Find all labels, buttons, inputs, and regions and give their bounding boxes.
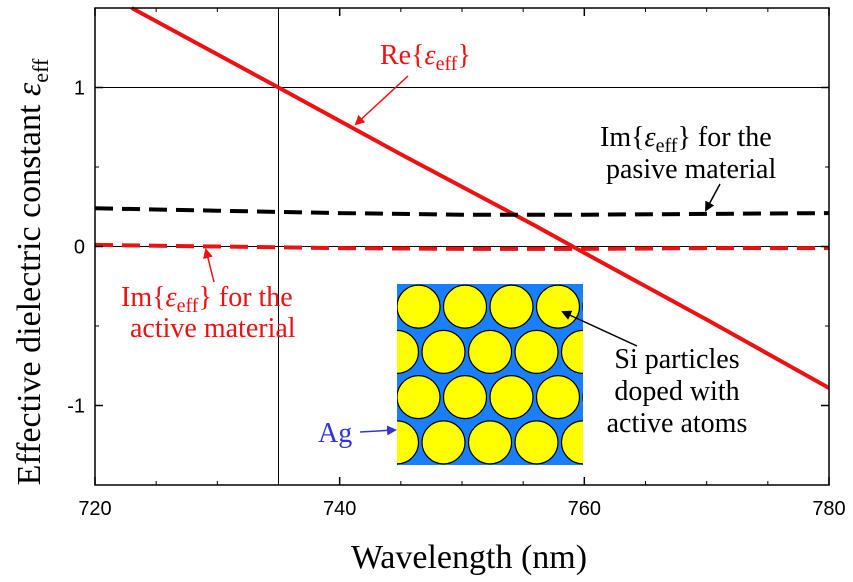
axis-ticks: 720 740 760 780 -1 0 1 [67,7,846,520]
si-particle [467,329,513,374]
arrow-ag [359,425,397,436]
si-particle [351,285,394,328]
si-particle [397,329,420,374]
si-particle [560,420,583,465]
series-re-eff [130,6,830,390]
annotation-si-line1: Si particles [614,344,739,375]
si-particle [514,329,559,374]
arrow-si [561,310,638,347]
annotation-si-line2: doped with [614,376,739,407]
annotation-im-active-post: } for the [198,282,292,313]
annotation-im-passive-pre: Im{ [600,122,645,153]
y-axis-title-sub: eff [28,58,53,83]
si-particle [489,375,534,420]
y-tick-label--1: -1 [67,396,85,418]
si-particle [397,284,441,329]
si-particle [582,301,583,312]
series-im-passive [94,206,830,217]
annotation-im-passive-post: } for the [677,122,771,153]
arrow-im-passive [705,183,721,212]
x-axis-title: Wavelength (nm) [351,539,587,576]
x-tick-label-740: 740 [323,498,356,520]
inset-structure [351,284,583,465]
si-particle [397,420,420,465]
si-particle [489,284,534,329]
annotation-im-passive-symbol: ε [645,122,656,153]
y-tick-label-1: 1 [74,78,85,100]
y-axis-title-text: Effective dielectric constant [11,96,48,485]
annotation-re: Re{εeff} [380,40,471,75]
series-im-active [94,242,829,251]
annotation-si-line3: active atoms [607,408,748,439]
x-tick-label-760: 760 [568,498,601,520]
annotation-re-sub: eff [436,53,458,75]
si-particle [467,420,513,465]
annotation-ag: Ag [318,418,352,449]
si-particle [351,376,394,419]
y-tick-label-0: 0 [74,237,85,259]
annotation-im-passive-line2: pasive material [606,154,776,185]
annotation-im-active-sub: eff [177,295,199,317]
si-particle [535,375,581,420]
x-tick-label-780: 780 [812,498,845,520]
si-particle [560,329,583,374]
si-particle [535,284,581,329]
si-particle [421,420,466,465]
y-axis-title-symbol: ε [11,82,48,96]
annotation-im-passive-sub: eff [656,135,678,157]
si-particle [442,375,488,420]
annotation-re-symbol: ε [425,40,436,71]
inset-particles [351,284,583,465]
arrow-re [354,75,409,126]
series-lines [94,6,830,390]
si-particle [514,420,559,465]
si-particle [421,329,466,374]
annotation-im-active-pre: Im{ [121,282,166,313]
annotation-im-passive: Im{εeff} for the [600,122,772,157]
si-particle [442,284,488,329]
y-axis-title: Effective dielectric constant εeff [11,58,53,485]
annotation-im-active-symbol: ε [166,282,177,313]
arrow-im-active [203,248,215,283]
x-tick-label-720: 720 [78,498,111,520]
annotation-re-post: } [457,40,470,71]
annotation-re-pre: Re{ [380,40,425,71]
annotation-im-active-line2: active material [130,313,296,344]
si-particle [397,375,441,420]
annotation-im-active: Im{εeff} for the [121,282,293,317]
